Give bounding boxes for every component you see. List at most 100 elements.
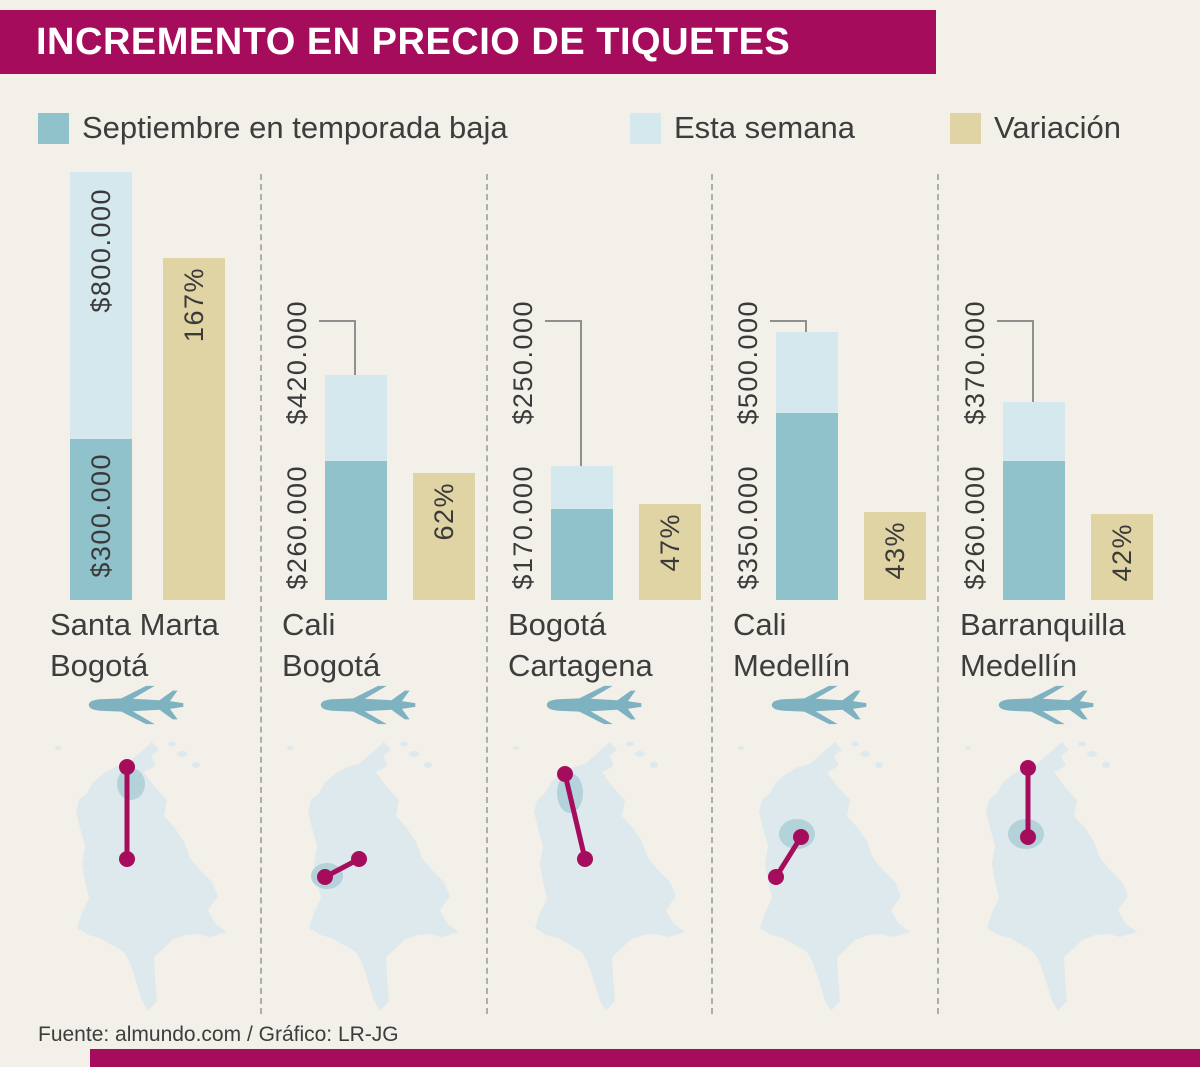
route-to: Bogotá bbox=[282, 648, 381, 683]
bar-variation bbox=[864, 512, 926, 600]
column-divider bbox=[711, 174, 713, 1014]
bottom-accent-bar bbox=[90, 1049, 1200, 1067]
route-name: Cali Medellín bbox=[733, 604, 850, 686]
route-dot-destination bbox=[119, 851, 135, 867]
map-island bbox=[965, 746, 971, 750]
route-from: Cali bbox=[733, 607, 787, 642]
price-label-this-week: $250.000 bbox=[508, 300, 538, 425]
column-divider bbox=[937, 174, 939, 1014]
route-name: Barranquilla Medellín bbox=[960, 604, 1125, 686]
map-island bbox=[177, 751, 187, 757]
column-divider bbox=[486, 174, 488, 1014]
price-label-low-season: $260.000 bbox=[960, 465, 990, 590]
bar-variation bbox=[163, 258, 225, 600]
colombia-map bbox=[513, 741, 685, 1011]
map-island bbox=[168, 741, 176, 747]
route-dot-destination bbox=[793, 829, 809, 845]
colombia-map bbox=[738, 741, 910, 1011]
bar-variation bbox=[639, 504, 701, 600]
map-island bbox=[875, 762, 883, 768]
bar-low-season bbox=[776, 413, 838, 600]
route-name: Cali Bogotá bbox=[282, 604, 380, 686]
label-connector bbox=[545, 320, 582, 466]
label-connector bbox=[770, 320, 807, 332]
bar-variation bbox=[1091, 514, 1153, 600]
airplane-shape bbox=[771, 685, 867, 725]
map-island bbox=[1078, 741, 1086, 747]
route-dot-origin bbox=[768, 869, 784, 885]
map-island bbox=[55, 746, 61, 750]
map-island bbox=[409, 751, 419, 757]
legend-label: Esta semana bbox=[674, 110, 855, 145]
map-island bbox=[626, 741, 634, 747]
route-group-5: 42% $370.000 $260.000 Barranquilla Medellín bbox=[940, 160, 1168, 1020]
bar-low-season bbox=[325, 461, 387, 600]
page-title: INCREMENTO EN PRECIO DE TIQUETES bbox=[36, 20, 791, 63]
colombia-map bbox=[287, 741, 459, 1011]
variation-label: 167% bbox=[179, 267, 209, 343]
variation-label: 42% bbox=[1107, 523, 1137, 582]
colombia-map bbox=[55, 741, 227, 1011]
route-dot-origin bbox=[1020, 760, 1036, 776]
legend-item-3: Variación bbox=[950, 110, 1121, 145]
route-name: Santa Marta Bogotá bbox=[50, 604, 219, 686]
airplane-icon bbox=[546, 685, 642, 725]
route-line bbox=[562, 773, 588, 860]
variation-label: 47% bbox=[655, 513, 685, 572]
route-from: Santa Marta bbox=[50, 607, 219, 642]
bar-variation bbox=[413, 473, 475, 600]
variation-label: 43% bbox=[880, 521, 910, 580]
legend-swatch bbox=[950, 112, 981, 144]
source-credit: Fuente: almundo.com / Gráfico: LR-JG bbox=[38, 1023, 399, 1046]
route-dot-destination bbox=[557, 766, 573, 782]
colombia-map bbox=[965, 741, 1137, 1011]
legend-item-2: Esta semana bbox=[630, 110, 855, 145]
price-label-low-season: $170.000 bbox=[508, 465, 538, 590]
column-divider bbox=[260, 174, 262, 1014]
price-label-low-season: $300.000 bbox=[86, 453, 116, 578]
route-from: Bogotá bbox=[508, 607, 607, 642]
label-connector bbox=[319, 320, 356, 375]
colombia-silhouette bbox=[759, 742, 910, 1011]
price-label-low-season: $260.000 bbox=[282, 465, 312, 590]
route-to: Medellín bbox=[960, 648, 1078, 683]
bar-low-season bbox=[1003, 461, 1065, 600]
colombia-silhouette bbox=[76, 742, 227, 1011]
map-island bbox=[1087, 751, 1097, 757]
legend-item-1: Septiembre en temporada baja bbox=[38, 110, 508, 145]
route-to: Bogotá bbox=[50, 648, 149, 683]
airplane-shape bbox=[320, 685, 416, 725]
map-island bbox=[860, 751, 870, 757]
variation-label: 62% bbox=[429, 482, 459, 541]
colombia-silhouette bbox=[986, 742, 1137, 1011]
map-island bbox=[192, 762, 200, 768]
route-group-2: 62% $420.000 $260.000 Cali Bogotá bbox=[262, 160, 490, 1020]
airplane-shape bbox=[998, 685, 1094, 725]
route-group-1: 167% $800.000 $300.000 Santa Marta Bogotá bbox=[30, 160, 258, 1020]
route-dot-destination bbox=[1020, 829, 1036, 845]
airplane-shape bbox=[88, 685, 184, 725]
colombia-silhouette bbox=[534, 742, 685, 1011]
airplane-icon bbox=[771, 685, 867, 725]
route-dot-origin bbox=[577, 851, 593, 867]
price-label-this-week: $800.000 bbox=[86, 188, 116, 313]
map-region-highlight bbox=[117, 768, 145, 800]
price-label-this-week: $370.000 bbox=[960, 300, 990, 425]
route-from: Cali bbox=[282, 607, 336, 642]
airplane-icon bbox=[88, 685, 184, 725]
map-island bbox=[635, 751, 645, 757]
route-to: Cartagena bbox=[508, 648, 653, 683]
airplane-icon bbox=[998, 685, 1094, 725]
map-island bbox=[738, 746, 744, 750]
price-label-low-season: $350.000 bbox=[733, 465, 763, 590]
map-island bbox=[513, 746, 519, 750]
map-island bbox=[650, 762, 658, 768]
route-to: Medellín bbox=[733, 648, 851, 683]
map-island bbox=[851, 741, 859, 747]
route-dot-origin bbox=[119, 759, 135, 775]
route-from: Barranquilla bbox=[960, 607, 1126, 642]
price-label-this-week: $420.000 bbox=[282, 300, 312, 425]
bar-low-season bbox=[551, 509, 613, 600]
